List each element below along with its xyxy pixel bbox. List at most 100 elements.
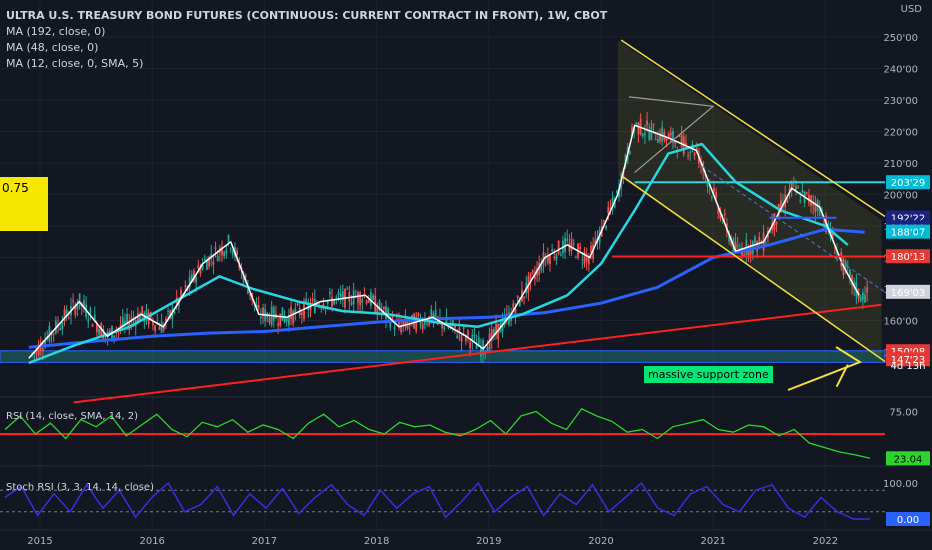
indicator-ma192-label[interactable]: MA (192, close, 0) [6,25,106,38]
ma12-line [28,124,860,359]
stoch-tick-label: 100.00 [883,479,918,490]
candle [678,136,681,138]
candle [518,297,521,307]
candle [849,269,851,277]
candle [585,254,588,262]
candle [564,237,566,252]
candle [721,219,724,221]
candle [113,335,116,338]
candle [685,142,687,146]
candle [462,327,465,329]
price-label: 147'23 [891,355,926,366]
price-label-box [886,175,930,190]
candle [281,307,284,321]
candle [400,324,403,333]
candle [214,247,217,249]
candle [693,152,696,156]
candle [551,249,554,252]
candle [866,287,869,293]
candle [590,245,592,253]
candle [769,230,771,234]
candle [398,319,400,327]
candle [648,131,651,140]
candle [378,300,381,310]
candle [628,150,631,155]
candle [201,263,204,269]
price-label: 192'22 [891,213,926,224]
candle [292,310,295,324]
candle [195,277,198,283]
candle [203,259,206,261]
candle [840,251,843,267]
candle [320,307,323,309]
candle [197,264,200,269]
candle [665,137,668,142]
candle [102,329,105,340]
candle [210,253,213,259]
support-zone-band [0,350,886,363]
candle [611,198,614,206]
candle [48,325,51,342]
x-tick-label: 2018 [364,536,389,547]
y-tick-label: 230'00 [883,96,918,107]
candle [475,343,478,350]
candle [458,327,461,333]
candle [861,292,864,301]
price-label-box [886,249,930,264]
candle [421,324,424,329]
candle [277,323,280,326]
candle [91,324,94,327]
candle [719,210,722,220]
candle [477,337,480,347]
candle [615,190,618,193]
candle [779,200,782,210]
price-label: 180'13 [891,252,926,263]
candle [456,335,459,338]
candle [408,324,411,326]
candle [495,323,497,335]
candle [417,312,420,317]
candle [382,306,385,309]
x-tick-label: 2017 [252,536,277,547]
x-axis: 2015 2016 2017 2018 2019 2020 2021 2022 [27,536,838,547]
candle [242,275,245,283]
candle [285,317,288,322]
rsi-value-box [886,451,930,466]
candle [244,275,247,277]
candle [160,321,163,333]
candle [385,306,387,319]
candle [393,326,396,330]
candle [715,192,718,199]
candle [108,330,111,332]
candle [644,133,646,135]
candle [764,243,767,245]
candle [283,315,286,323]
rsi-label[interactable]: RSI (14, close, SMA, 14, 2) [6,411,139,422]
candle [680,134,683,147]
indicator-ma48-label[interactable]: MA (48, close, 0) [6,41,99,54]
candle [335,296,338,298]
indicator-ma12-label[interactable]: MA (12, close, 0, SMA, 5) [6,57,144,70]
candle [415,316,418,331]
candle [259,316,262,319]
candle [365,300,368,304]
stoch-rsi-label[interactable]: Stoch RSI (3, 3, 14, 14, close) [6,482,154,493]
candle [443,326,446,330]
zones [0,40,886,363]
candle [359,292,362,306]
candle [262,307,264,317]
candle [549,254,551,264]
candle [672,131,674,143]
candle [436,316,439,318]
candle [717,208,720,214]
candle [669,132,672,136]
candle [50,331,53,336]
candle [184,285,187,288]
candle [229,248,232,250]
candle [402,321,405,325]
candle [846,266,849,268]
candle [736,245,739,247]
candle [37,344,40,356]
grid [0,0,932,531]
